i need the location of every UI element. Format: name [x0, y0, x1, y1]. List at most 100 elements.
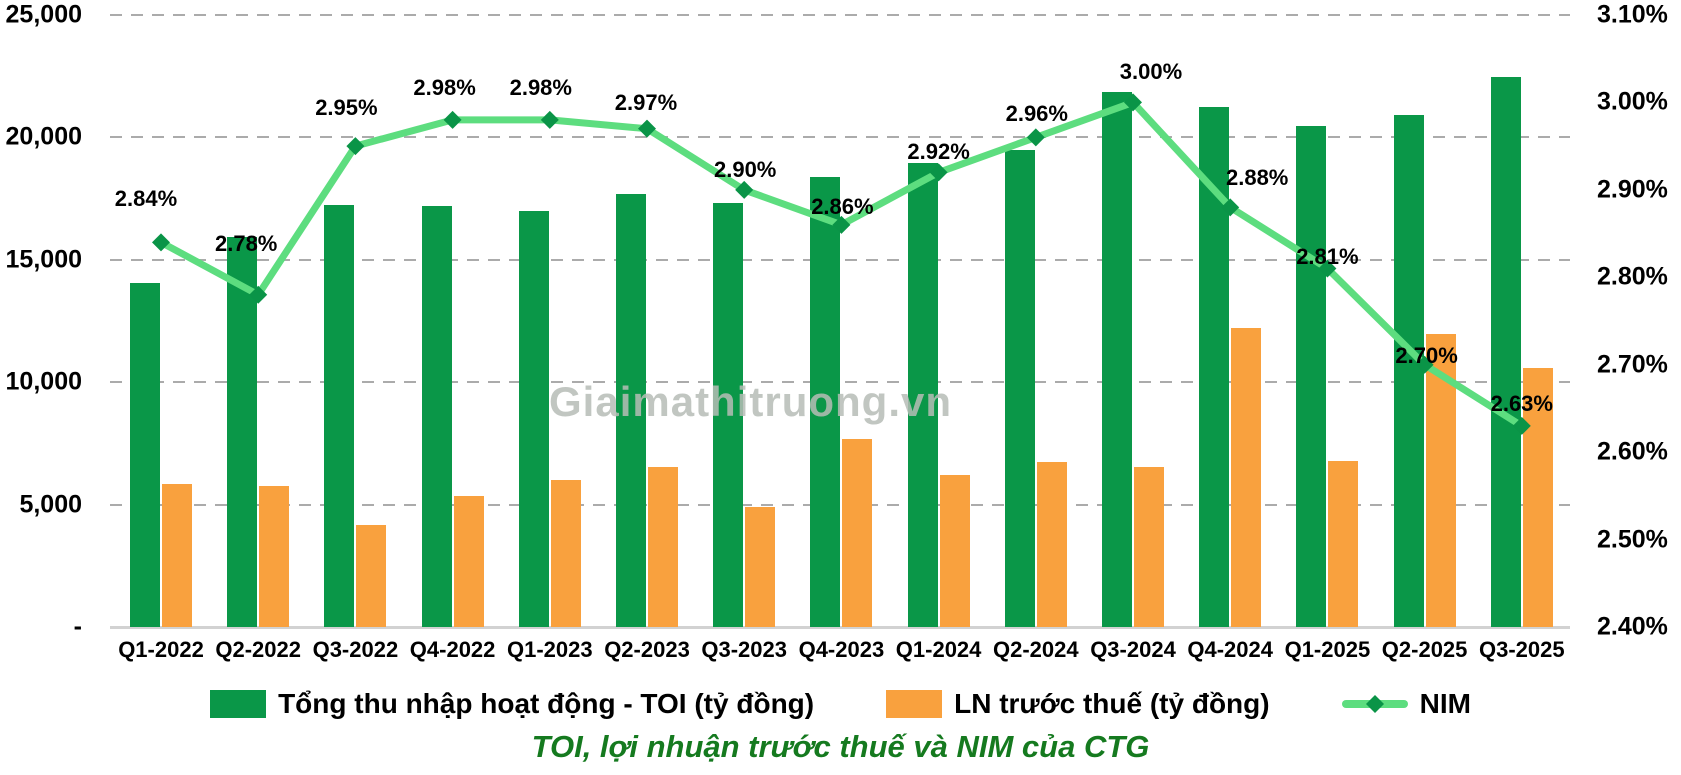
- pbt-bar: [356, 525, 387, 627]
- nim-value-label: 2.97%: [614, 89, 678, 115]
- pbt-swatch-icon: [886, 690, 943, 718]
- x-axis-label: Q2-2022: [215, 637, 301, 662]
- nim-value-label: 2.90%: [713, 156, 777, 182]
- x-axis-label: Q1-2025: [1284, 637, 1371, 662]
- toi-bar: [1102, 92, 1132, 627]
- x-axis-label: Q1-2023: [506, 637, 593, 662]
- toi-bar: [1004, 149, 1035, 627]
- nim-value-label: 2.78%: [214, 230, 278, 256]
- toi-bar: [616, 193, 646, 627]
- nim-value-label: 2.96%: [1005, 101, 1068, 127]
- nim-marker-diamond-icon: [1124, 93, 1142, 112]
- nim-value-label: 2.63%: [1490, 390, 1553, 416]
- nim-line-marker-icon: [1341, 695, 1408, 713]
- x-axis-label: Q1-2022: [118, 637, 204, 662]
- chart-caption: TOI, lợi nhuận trước thuế và NIM của CTG: [531, 729, 1150, 764]
- toi-bar: [1296, 126, 1327, 627]
- pbt-bar: [1522, 367, 1553, 627]
- nim-value-label: 2.81%: [1296, 243, 1359, 269]
- pbt-bar: [745, 507, 776, 627]
- legend-item-nim: NIM: [1341, 688, 1471, 720]
- nim-marker-diamond-icon: [346, 137, 365, 156]
- toi-bar: [227, 236, 258, 627]
- pbt-bar: [939, 475, 970, 627]
- nim-marker-diamond-icon: [152, 233, 170, 252]
- pbt-bar: [550, 480, 581, 627]
- nim-marker-diamond-icon: [249, 285, 268, 304]
- nim-value-label: 2.98%: [413, 74, 476, 100]
- nim-marker-diamond-icon: [832, 215, 851, 234]
- nim-marker-diamond-icon: [1318, 259, 1337, 278]
- x-axis-label: Q4-2023: [798, 637, 885, 662]
- nim-marker-diamond-icon: [540, 110, 559, 129]
- right-axis-tick: 2.60%: [1597, 437, 1668, 466]
- left-axis-tick: 5,000: [19, 490, 82, 519]
- nim-marker-diamond-icon: [1026, 128, 1045, 147]
- toi-bar: [907, 163, 938, 627]
- right-axis-tick: 2.80%: [1597, 262, 1668, 291]
- pbt-bar: [1036, 461, 1067, 627]
- toi-bar: [518, 210, 549, 627]
- nim-value-label: 2.86%: [811, 193, 874, 219]
- nim-value-label: 2.84%: [114, 186, 178, 212]
- pbt-bar: [842, 438, 873, 627]
- x-axis-label: Q2-2025: [1381, 637, 1468, 662]
- legend-label-nim: NIM: [1419, 688, 1471, 719]
- right-axis-tick: 3.10%: [1597, 0, 1668, 29]
- nim-marker-diamond-icon: [1415, 355, 1434, 374]
- pbt-bar: [1231, 328, 1262, 627]
- toi-bar: [130, 283, 160, 627]
- toi-bar: [810, 176, 841, 627]
- pbt-bar: [648, 466, 678, 627]
- toi-swatch-icon: [210, 690, 267, 718]
- right-axis-tick: 2.40%: [1597, 612, 1668, 641]
- left-axis-tick: 15,000: [5, 245, 82, 274]
- nim-value-label: 3.00%: [1119, 59, 1183, 85]
- legend-item-toi: Tổng thu nhập hoạt động - TOI (tỷ đồng): [210, 688, 814, 720]
- gridline: [110, 136, 1570, 139]
- nim-marker-diamond-icon: [638, 119, 656, 138]
- nim-value-label: 2.70%: [1395, 342, 1458, 368]
- x-axis-label: Q4-2024: [1187, 637, 1273, 662]
- x-axis-label: Q3-2022: [312, 637, 399, 662]
- nim-value-label: 2.88%: [1225, 165, 1289, 191]
- x-axis-label: Q3-2023: [701, 637, 787, 662]
- left-axis-tick: -: [73, 612, 82, 641]
- x-axis-label: Q1-2024: [895, 637, 982, 662]
- x-axis-label: Q4-2022: [409, 637, 496, 662]
- toi-bar: [421, 205, 452, 627]
- pbt-bar: [259, 486, 290, 627]
- left-axis-tick: 20,000: [5, 122, 82, 151]
- nim-marker-diamond-icon: [443, 110, 462, 129]
- nim-value-label: 2.92%: [907, 139, 970, 165]
- pbt-bar: [1134, 466, 1164, 627]
- left-axis-tick: 10,000: [5, 367, 82, 396]
- right-axis-tick: 3.00%: [1597, 87, 1668, 116]
- x-axis-label: Q3-2024: [1090, 637, 1176, 662]
- nim-value-label: 2.98%: [509, 74, 572, 100]
- right-axis-tick: 2.70%: [1597, 350, 1668, 379]
- legend-label-toi: Tổng thu nhập hoạt động - TOI (tỷ đồng): [278, 688, 815, 719]
- nim-marker-diamond-icon: [929, 163, 948, 182]
- toi-bar: [1490, 77, 1521, 627]
- x-axis-line: [110, 626, 1570, 629]
- nim-marker-diamond-icon: [735, 180, 754, 199]
- right-axis-tick: 2.90%: [1597, 175, 1668, 204]
- nim-value-label: 2.95%: [315, 95, 378, 121]
- x-axis-label: Q3-2025: [1478, 637, 1565, 662]
- left-axis-tick: 25,000: [5, 0, 82, 29]
- legend: Tổng thu nhập hoạt động - TOI (tỷ đồng) …: [0, 688, 1681, 720]
- pbt-bar: [1328, 460, 1359, 627]
- toi-bar: [1393, 115, 1424, 627]
- x-axis-label: Q2-2023: [604, 637, 690, 662]
- toi-bar: [324, 204, 355, 627]
- watermark: Giaimathitruong.vn: [549, 378, 953, 425]
- nim-marker-diamond-icon: [1221, 198, 1240, 217]
- right-axis-tick: 2.50%: [1597, 525, 1668, 554]
- legend-item-pbt: LN trước thuế (tỷ đồng): [886, 688, 1270, 720]
- x-axis-label: Q2-2024: [992, 637, 1079, 662]
- toi-bar: [713, 203, 744, 627]
- nim-marker-diamond-icon: [1512, 416, 1531, 435]
